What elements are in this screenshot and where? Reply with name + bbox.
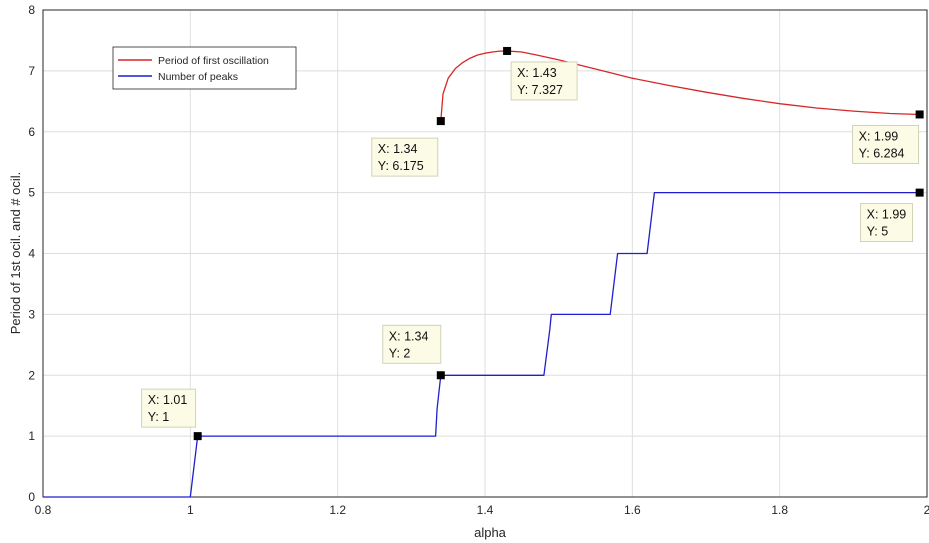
x-tick-label: 1 [187, 503, 194, 517]
datatip-box [371, 137, 439, 177]
datatip-y-text: Y: 2 [389, 346, 411, 360]
datatip-marker[interactable] [503, 46, 512, 55]
datatip-y-text: Y: 7.327 [517, 83, 563, 97]
datatips: X: 1.01Y: 1X: 1.34Y: 2X: 1.34Y: 6.175X: … [141, 61, 920, 428]
datatip-x-text: X: 1.34 [389, 329, 429, 343]
x-tick-label: 1.4 [477, 503, 494, 517]
datatip-box [852, 125, 920, 164]
x-axis-label: alpha [474, 525, 507, 540]
datatip-box [382, 324, 442, 364]
x-tick-label: 2 [924, 503, 929, 517]
datatip-y-text: Y: 6.175 [378, 159, 424, 173]
y-axis-label: Period of 1st ocil. and # ocil. [8, 172, 23, 335]
datatip[interactable]: X: 1.34 Y: 2 [382, 324, 442, 364]
x-tick-label: 0.8 [35, 503, 52, 517]
y-tick-label: 3 [28, 307, 35, 321]
y-tick-label: 5 [28, 186, 35, 200]
y-tick-label: 6 [28, 125, 35, 139]
datatip[interactable]: X: 1.99 Y: 5 [860, 203, 914, 243]
legend-entry-period: Period of first oscillation [158, 55, 269, 67]
x-tick-label: 1.6 [624, 503, 641, 517]
datatip-marker[interactable] [915, 188, 924, 197]
datatip-x-text: X: 1.34 [378, 142, 418, 156]
legend-box [112, 46, 297, 90]
legend-entry-peaks: Number of peaks [158, 71, 238, 83]
datatip-box [510, 61, 578, 101]
datatip-marker[interactable] [915, 110, 924, 119]
datatip-y-text: Y: 6.284 [859, 146, 905, 160]
series-line-peaks [43, 191, 920, 498]
axes-box [42, 9, 928, 498]
datatip-y-text: Y: 1 [148, 410, 170, 424]
datatip-marker[interactable] [193, 432, 202, 441]
datatip-x-text: X: 1.01 [148, 393, 188, 407]
series-line-period [440, 50, 920, 122]
datatip-y-text: Y: 5 [867, 225, 889, 239]
y-tick-label: 7 [28, 64, 35, 78]
y-tick-label: 4 [28, 247, 35, 261]
y-tick-label: 8 [28, 3, 35, 17]
x-tick-label: 1.2 [329, 503, 346, 517]
datatip[interactable]: X: 1.34 Y: 6.175 [371, 137, 439, 177]
datatip-marker[interactable] [436, 371, 445, 380]
datatip[interactable]: X: 1.99 Y: 6.284 [852, 125, 920, 164]
datatip-box [141, 388, 197, 428]
datatip-markers [193, 46, 924, 441]
legend: Period of first oscillation Number of pe… [112, 46, 297, 90]
y-tick-label: 1 [28, 429, 35, 443]
datatip-x-text: X: 1.43 [517, 66, 557, 80]
datatip[interactable]: X: 1.01 Y: 1 [141, 388, 197, 428]
tick-labels: 0.8 1 1.2 1.4 1.6 1.8 2 0 1 2 3 4 5 6 7 8 [28, 3, 929, 517]
datatip-x-text: X: 1.99 [867, 208, 907, 222]
series-layer [43, 50, 920, 498]
datatip[interactable]: X: 1.43 Y: 7.327 [510, 61, 578, 101]
datatip-marker[interactable] [436, 117, 445, 126]
datatip-x-text: X: 1.99 [859, 129, 899, 143]
y-tick-label: 0 [28, 490, 35, 504]
x-tick-label: 1.8 [771, 503, 788, 517]
datatip-box [860, 203, 914, 243]
y-tick-label: 2 [28, 368, 35, 382]
